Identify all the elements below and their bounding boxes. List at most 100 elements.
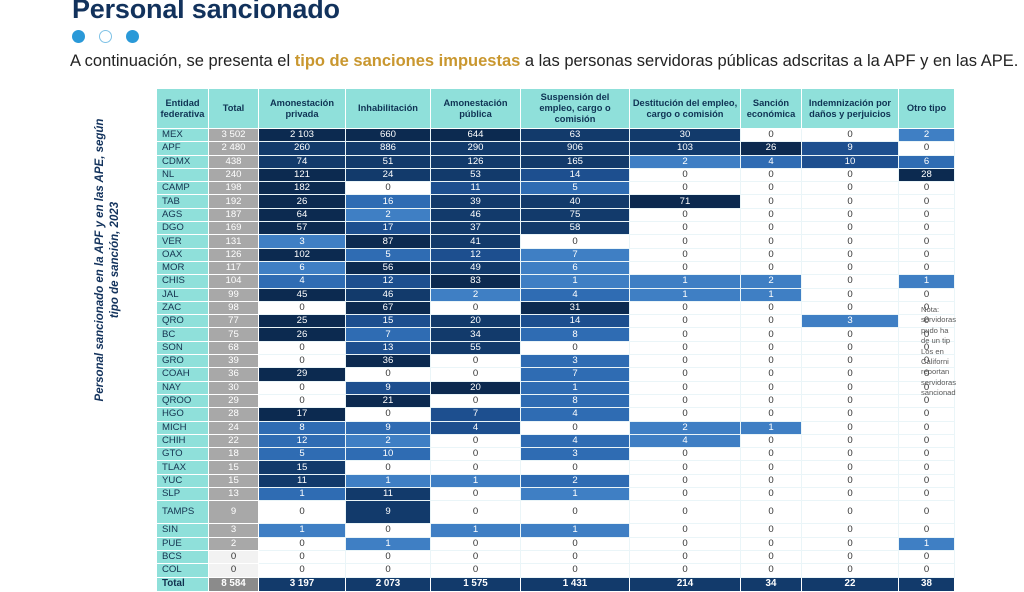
data-cell: 1 [520, 487, 630, 502]
row-entity-GRO: GRO [156, 354, 209, 369]
table-row: OAX 126 102 5 12 7 0 0 0 0 [156, 247, 955, 262]
data-cell: 12 [430, 247, 521, 262]
data-cell: 0 [740, 407, 802, 422]
data-cell: 0 [629, 300, 741, 316]
data-cell: 29 [258, 367, 346, 382]
data-cell: 2 [629, 154, 741, 169]
row-total: 104 [208, 274, 259, 289]
row-total: 3 [208, 523, 259, 538]
row-total: 13 [208, 487, 259, 502]
data-cell: 15 [345, 314, 431, 329]
row-total: 187 [208, 207, 259, 223]
data-cell: 0 [740, 487, 802, 502]
data-cell: 46 [345, 287, 431, 302]
data-cell: 0 [740, 447, 802, 462]
data-cell: 0 [801, 549, 899, 565]
data-cell: 1 [430, 523, 521, 538]
row-entity-CDMX: CDMX [156, 154, 209, 169]
table-row: DGO 169 57 17 37 58 0 0 0 0 [156, 221, 955, 236]
note-line-5: reportan [921, 367, 950, 377]
data-cell: 0 [801, 327, 899, 342]
data-cell: 0 [629, 487, 741, 502]
row-total: 131 [208, 234, 259, 249]
data-cell: 290 [430, 141, 521, 156]
data-cell: 126 [430, 154, 521, 169]
data-cell: 0 [740, 473, 802, 489]
row-entity-CHIH: CHIH [156, 433, 209, 449]
data-cell: 7 [430, 407, 521, 422]
data-cell: 0 [740, 234, 802, 249]
progress-dot-1[interactable] [72, 30, 85, 43]
data-cell: 17 [258, 407, 346, 422]
data-cell: 21 [345, 393, 431, 409]
data-cell: 0 [801, 340, 899, 356]
data-cell: 41 [430, 234, 521, 249]
data-cell: 8 [258, 420, 346, 435]
data-cell: 0 [740, 563, 802, 578]
row-total: 2 480 [208, 141, 259, 156]
data-cell: 0 [898, 420, 955, 435]
data-cell: 0 [430, 460, 521, 475]
table-row: QRO 77 25 15 20 14 0 0 3 0 [156, 314, 955, 329]
row-total: 198 [208, 181, 259, 196]
data-cell: 39 [430, 194, 521, 209]
total-cell: 34 [740, 576, 802, 592]
row-entity-GTO: GTO [156, 447, 209, 462]
data-cell: 0 [629, 340, 741, 356]
data-cell: 0 [898, 181, 955, 196]
row-total: 28 [208, 407, 259, 422]
table-row: APF 2 480 260 886 290 906 103 26 9 0 [156, 141, 955, 156]
data-cell: 0 [740, 367, 802, 382]
data-cell: 0 [801, 367, 899, 382]
table-row: TAB 192 26 16 39 40 71 0 0 0 [156, 194, 955, 209]
data-cell: 0 [898, 260, 955, 276]
row-total: 39 [208, 354, 259, 369]
data-cell: 0 [629, 181, 741, 196]
data-cell: 4 [430, 420, 521, 435]
row-total: 98 [208, 300, 259, 316]
row-entity-QRO: QRO [156, 314, 209, 329]
data-cell: 0 [629, 234, 741, 249]
data-cell: 0 [740, 300, 802, 316]
data-cell: 10 [345, 447, 431, 462]
data-cell: 0 [430, 354, 521, 369]
data-cell: 0 [740, 523, 802, 538]
row-entity-BCS: BCS [156, 549, 209, 565]
row-entity-PUE: PUE [156, 536, 209, 551]
progress-dot-3[interactable] [126, 30, 139, 43]
data-cell: 0 [740, 167, 802, 183]
data-cell: 45 [258, 287, 346, 302]
data-cell: 13 [345, 340, 431, 356]
data-cell: 3 [801, 314, 899, 329]
data-cell: 4 [258, 274, 346, 289]
data-cell: 0 [740, 536, 802, 551]
row-entity-CHIS: CHIS [156, 274, 209, 289]
table-row: GTO 18 5 10 0 3 0 0 0 0 [156, 447, 955, 462]
row-total: 126 [208, 247, 259, 262]
data-cell: 0 [898, 354, 955, 369]
column-header-1: Total [208, 88, 259, 129]
data-cell: 0 [801, 181, 899, 196]
data-cell: 12 [258, 433, 346, 449]
table-row: YUC 15 11 1 1 2 0 0 0 0 [156, 473, 955, 489]
data-cell: 55 [430, 340, 521, 356]
row-entity-HGO: HGO [156, 407, 209, 422]
data-cell: 0 [740, 393, 802, 409]
table-row: PUE 2 0 1 0 0 0 0 0 1 [156, 536, 955, 551]
row-entity-MOR: MOR [156, 260, 209, 276]
data-cell: 4 [629, 433, 741, 449]
data-cell: 0 [345, 460, 431, 475]
slide-root: Personal sancionado A continuación, se p… [70, 0, 1018, 592]
column-header-4: Amonestación pública [430, 88, 521, 129]
row-entity-AGS: AGS [156, 207, 209, 223]
data-cell: 0 [898, 563, 955, 578]
data-cell: 0 [898, 367, 955, 382]
row-entity-YUC: YUC [156, 473, 209, 489]
progress-dot-2[interactable] [99, 30, 112, 43]
row-total: 15 [208, 473, 259, 489]
table-row: AGS 187 64 2 46 75 0 0 0 0 [156, 207, 955, 223]
data-cell: 20 [430, 314, 521, 329]
data-cell: 25 [258, 314, 346, 329]
data-cell: 1 [520, 523, 630, 538]
table-body: MEX 3 502 2 103 660 644 63 30 0 0 2 APF 2 480 260 886… [156, 127, 955, 592]
